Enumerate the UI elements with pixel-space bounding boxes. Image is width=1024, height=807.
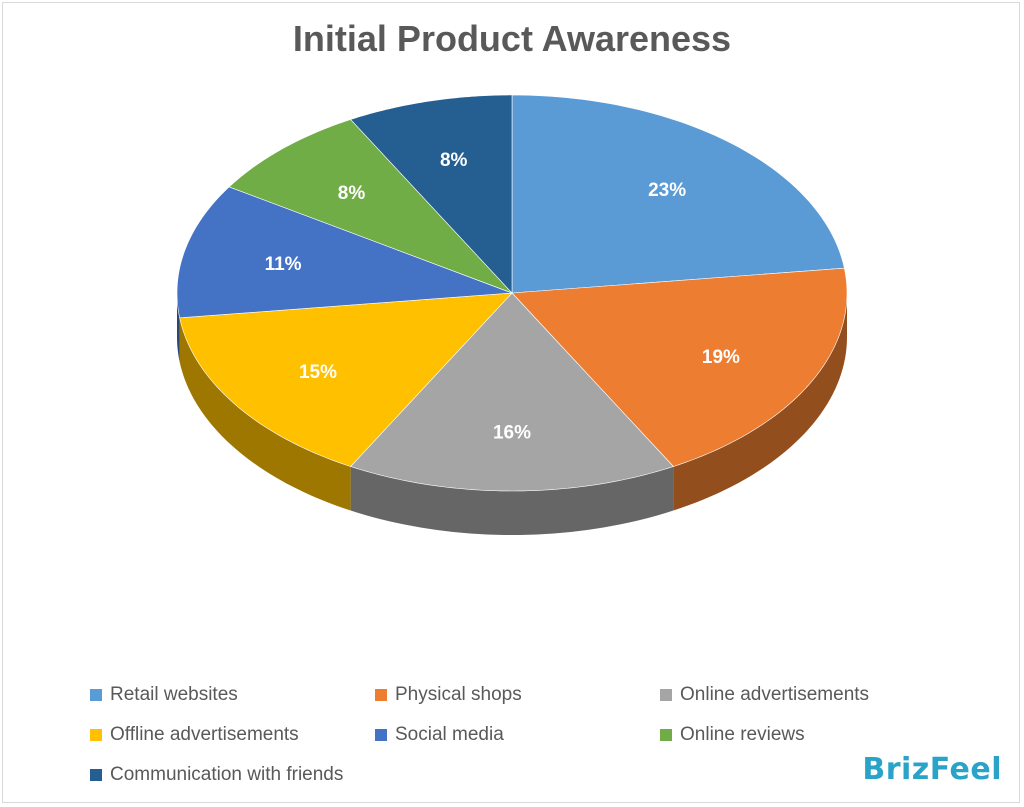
pie-slice-offline-advertisements <box>179 292 513 467</box>
pie-slices <box>176 94 848 492</box>
legend-item-online-advertisements: Online advertisements <box>660 684 950 706</box>
pie-slice-online-advertisements <box>350 292 674 492</box>
pie-side-offline-advertisements <box>179 317 351 511</box>
data-label-physical-shops: 19% <box>702 347 740 368</box>
brizfeel-logo: BrizFeel <box>862 752 1002 787</box>
pie-slice-online-reviews <box>228 119 513 294</box>
data-labels: 23% 19% 16% 15% 11% 8% 8% <box>265 150 740 444</box>
pie-side-social-media <box>177 293 180 362</box>
legend-label: Retail websites <box>110 684 238 705</box>
data-label-online-advertisements: 16% <box>493 423 531 444</box>
chart-legend: Retail websites Physical shops Online adve… <box>90 684 950 786</box>
legend-label: Online advertisements <box>680 684 870 705</box>
legend-item-communication-with-friends: Communication with friends <box>90 764 375 786</box>
legend-item-offline-advertisements: Offline advertisements <box>90 724 375 746</box>
pie-side-walls <box>177 293 847 535</box>
legend-item-retail-websites: Retail websites <box>90 684 375 706</box>
legend-swatch <box>90 729 102 741</box>
pie-slice-physical-shops <box>511 267 848 467</box>
legend-swatch <box>375 689 387 701</box>
legend-item-physical-shops: Physical shops <box>375 684 660 706</box>
pie-slice-retail-websites <box>511 94 845 294</box>
legend-label: Communication with friends <box>110 764 344 785</box>
legend-label: Physical shops <box>395 684 522 705</box>
chart-title: Initial Product Awareness <box>292 18 732 59</box>
data-label-online-reviews: 8% <box>338 183 366 204</box>
data-label-communication-with-friends: 8% <box>440 150 468 171</box>
pie-side-online-advertisements <box>350 466 674 535</box>
data-label-social-media: 11% <box>265 254 302 275</box>
legend-swatch <box>375 729 387 741</box>
pie-side-physical-shops <box>673 293 847 511</box>
legend-item-social-media: Social media <box>375 724 660 746</box>
pie-slice-social-media <box>176 186 513 319</box>
legend-label: Offline advertisements <box>110 724 299 745</box>
legend-item-online-reviews: Online reviews <box>660 724 950 746</box>
legend-swatch <box>660 729 672 741</box>
pie-slice-communication-with-friends <box>350 94 513 294</box>
legend-label: Online reviews <box>680 724 805 745</box>
legend-label: Social media <box>395 724 504 745</box>
legend-swatch <box>90 689 102 701</box>
data-label-offline-advertisements: 15% <box>299 362 337 383</box>
legend-swatch <box>90 769 102 781</box>
data-label-retail-websites: 23% <box>648 180 686 201</box>
legend-swatch <box>660 689 672 701</box>
